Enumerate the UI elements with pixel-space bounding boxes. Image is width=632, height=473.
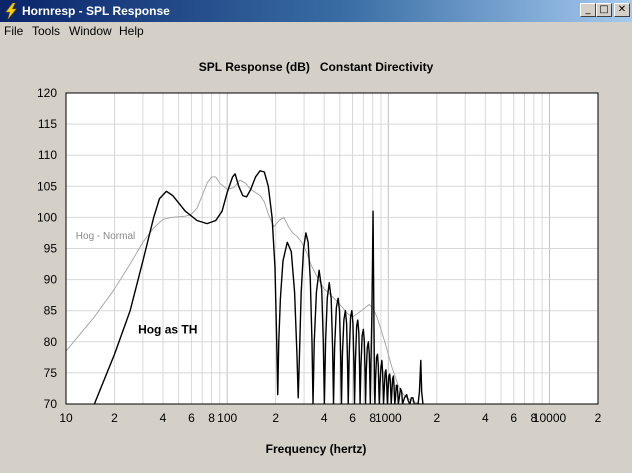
menu-tools[interactable]: Tools [32,24,61,38]
x-tick-label: 2 [433,411,440,425]
x-tick-label: 10000 [533,411,567,425]
annotation-hog-normal: Hog - Normal [76,231,135,242]
menu-bar: File Tools Window Help [0,22,632,40]
x-tick-label: 6 [349,411,356,425]
y-tick-label: 90 [44,273,58,287]
x-tick-label: 8 [531,411,538,425]
y-tick-label: 120 [37,86,57,100]
x-tick-label: 2 [111,411,118,425]
window-title: Hornresp - SPL Response [22,4,170,18]
minimize-button[interactable]: _ [580,3,596,17]
x-tick-label: 2 [272,411,279,425]
x-tick-label: 2 [595,411,602,425]
maximize-button[interactable]: □ [596,3,612,17]
series-line [66,176,422,404]
plot-border [65,92,599,405]
y-tick-label: 110 [38,148,57,162]
x-tick-label: 100 [217,411,237,425]
x-tick-label: 6 [188,411,195,425]
x-tick-label: 8 [208,411,215,425]
close-button[interactable]: ✕ [614,3,630,17]
title-bar[interactable]: Hornresp - SPL Response _ □ ✕ [0,0,632,22]
x-tick-label: 8 [369,411,376,425]
y-tick-label: 105 [37,179,57,193]
x-tick-label: 10 [59,411,73,425]
y-tick-label: 70 [44,397,58,411]
lightning-bolt-icon [5,3,17,19]
menu-file[interactable]: File [4,24,24,38]
y-tick-label: 80 [44,335,58,349]
x-tick-label: 4 [160,411,167,425]
x-axis-label: Frequency (hertz) [265,442,367,456]
y-tick-label: 115 [38,117,57,131]
x-tick-label: 1000 [375,411,402,425]
annotation-hog-as-th: Hog as TH [138,323,197,337]
menu-window[interactable]: Window [69,24,112,38]
chart-title: SPL Response (dB) Constant Directivity [198,60,434,74]
y-tick-label: 100 [37,210,57,224]
x-tick-label: 6 [510,411,517,425]
y-tick-label: 75 [44,366,58,380]
x-tick-label: 4 [321,411,328,425]
y-tick-label: 85 [44,304,58,318]
series-line [93,170,424,404]
x-tick-label: 4 [482,411,489,425]
menu-help[interactable]: Help [119,24,144,38]
y-tick-label: 95 [44,242,58,256]
